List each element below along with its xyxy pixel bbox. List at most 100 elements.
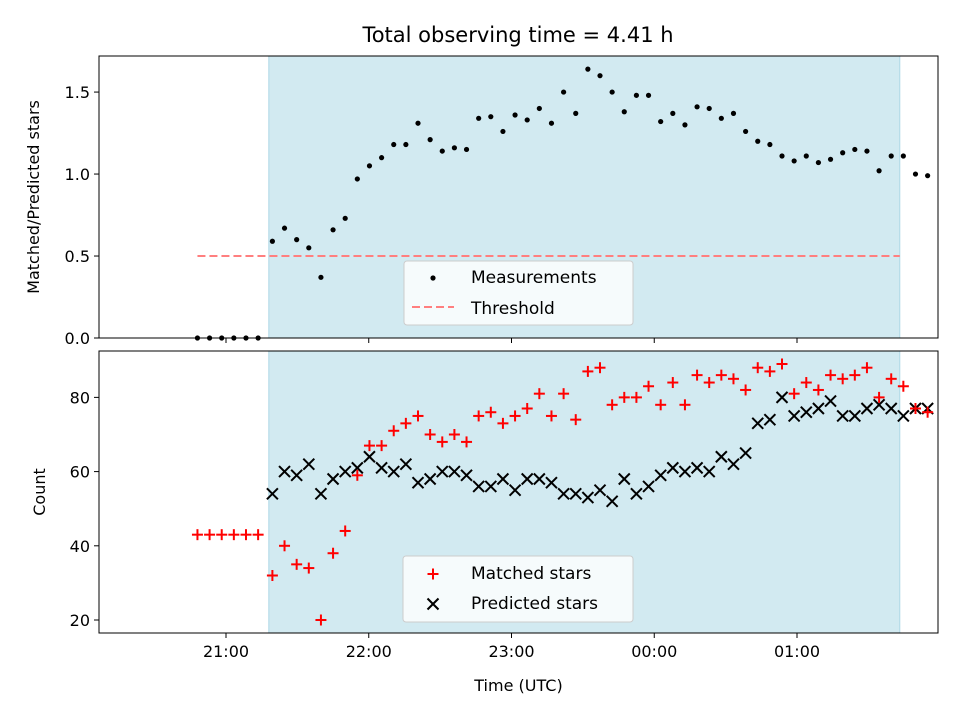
matched-point	[897, 380, 909, 392]
y-tick-label: 20	[70, 611, 90, 630]
measurement-point	[767, 141, 773, 148]
cross-bar	[654, 469, 667, 482]
predicted-point	[460, 469, 473, 482]
legend-predicted-marker	[426, 597, 440, 611]
predicted-point	[836, 409, 849, 423]
matched-point	[655, 399, 667, 411]
matched-point	[228, 529, 240, 541]
predicted-point	[411, 476, 425, 489]
predicted-point	[703, 465, 716, 478]
predicted-point	[520, 472, 534, 486]
measurement-point	[852, 146, 858, 153]
measurement-point	[403, 141, 409, 148]
cross-bar	[848, 409, 862, 423]
ratio-y-axis-label: Matched/Predicted stars	[24, 100, 43, 294]
cross-bar	[569, 487, 582, 501]
matched-point	[837, 373, 849, 385]
measurement-point	[925, 173, 931, 179]
cross-bar	[436, 465, 449, 478]
measurement-point	[803, 153, 809, 159]
x-tick-label: 22:00	[346, 642, 392, 661]
matched-point	[204, 529, 216, 541]
measurement-point	[658, 118, 664, 125]
matched-point	[279, 540, 291, 552]
matched-point	[643, 380, 655, 392]
matched-point	[691, 369, 703, 381]
predicted-point	[775, 391, 789, 404]
predicted-point	[557, 487, 570, 501]
cross-bar	[338, 465, 352, 478]
matched-point	[216, 529, 228, 541]
predicted-point	[800, 406, 813, 419]
cross-bar	[812, 402, 825, 415]
matched-point	[558, 388, 570, 400]
measurement-point	[548, 120, 555, 126]
count-legend: Matched stars Predicted stars	[402, 555, 634, 623]
predicted-point	[593, 483, 607, 497]
matched-point	[521, 403, 533, 415]
y-tick-label: 0.0	[65, 329, 90, 348]
predicted-point	[666, 461, 680, 475]
matched-point	[545, 410, 557, 422]
predicted-point	[569, 487, 582, 501]
predicted-point	[351, 461, 364, 475]
predicted-point	[545, 476, 558, 489]
predicted-point	[399, 457, 413, 471]
legend-plus-glyph	[427, 568, 439, 580]
measurement-point	[840, 150, 846, 156]
predicted-point	[787, 409, 801, 423]
cross-bar	[290, 469, 303, 482]
measurement-point	[815, 159, 822, 166]
cross-bar	[472, 480, 485, 493]
predicted-point	[387, 465, 400, 478]
matched-point	[315, 614, 327, 626]
ratio-x-ticks	[225, 338, 798, 343]
cross-bar	[533, 472, 546, 486]
cross-bar	[557, 487, 570, 501]
predicted-point	[848, 409, 862, 423]
y-tick-label: 80	[70, 388, 90, 407]
matched-point	[412, 410, 424, 422]
count-plot-marks	[191, 358, 934, 626]
matched-point	[448, 428, 460, 440]
measurement-point	[585, 66, 591, 72]
ratio-plot-marks	[194, 66, 931, 341]
cross-bar	[387, 465, 400, 478]
matched-point	[727, 373, 739, 385]
cross-bar	[775, 391, 789, 404]
predicted-point	[885, 402, 898, 415]
cross-bar	[302, 457, 316, 471]
predicted-point	[690, 461, 704, 475]
matched-point	[788, 388, 800, 400]
x-tick-label: 23:00	[488, 642, 534, 661]
cross-bar	[800, 406, 813, 419]
matched-point	[800, 377, 812, 389]
predicted-point	[266, 487, 279, 501]
matched-point	[582, 365, 594, 377]
predicted-point	[533, 472, 546, 486]
cross-bar	[666, 461, 680, 475]
measurement-point	[597, 73, 603, 79]
cross-bar	[630, 487, 643, 501]
predicted-point	[872, 398, 886, 412]
predicted-point	[618, 472, 631, 486]
predicted-point	[678, 465, 692, 478]
measurement-point	[912, 171, 919, 177]
measurement-point	[573, 110, 579, 116]
cross-bar	[751, 417, 764, 430]
measurement-point	[500, 128, 506, 135]
legend-cross-glyph	[426, 597, 440, 611]
predicted-point	[496, 472, 510, 486]
ratio-plot-frame	[98, 55, 939, 339]
predicted-point	[581, 491, 595, 504]
cross-bar	[266, 487, 279, 501]
legend-threshold-label: Threshold	[470, 299, 555, 319]
legend-measurements-marker	[430, 275, 436, 281]
measurement-point	[682, 122, 688, 128]
cross-bar	[860, 402, 874, 415]
count-panel: 20 40 60 80 21:00 22:00 23:00 00:00 01:00 Count…	[30, 350, 939, 695]
measurement-point	[888, 153, 894, 159]
predicted-point	[436, 465, 449, 478]
measurement-point	[645, 92, 652, 98]
measurement-point	[561, 89, 567, 95]
